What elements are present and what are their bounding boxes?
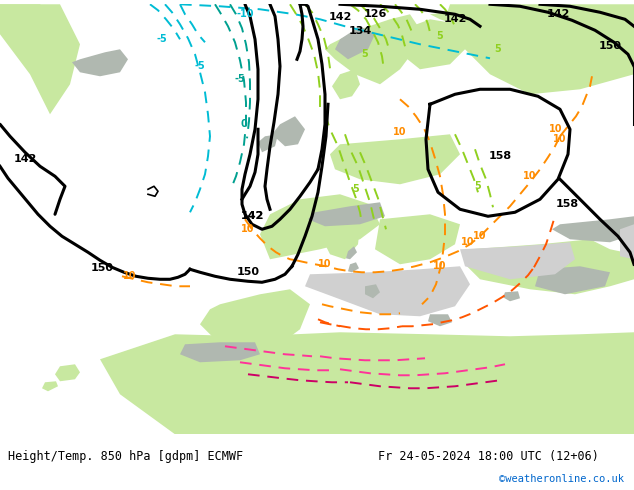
Polygon shape [260, 194, 380, 259]
Polygon shape [305, 266, 470, 316]
Polygon shape [272, 116, 305, 147]
Text: 142: 142 [443, 14, 467, 24]
Polygon shape [200, 289, 310, 349]
Polygon shape [503, 291, 520, 301]
Text: -5: -5 [195, 61, 205, 71]
Text: 126: 126 [363, 9, 387, 19]
Polygon shape [100, 332, 634, 434]
Text: 10: 10 [473, 231, 487, 241]
Text: 5: 5 [475, 181, 481, 191]
Text: 10: 10 [393, 127, 407, 137]
Polygon shape [320, 216, 360, 259]
Polygon shape [552, 216, 634, 242]
Text: 10: 10 [549, 124, 563, 134]
Polygon shape [55, 364, 80, 381]
Text: Fr 24-05-2024 18:00 UTC (12+06): Fr 24-05-2024 18:00 UTC (12+06) [378, 450, 599, 463]
Text: -5: -5 [157, 34, 167, 44]
Polygon shape [620, 224, 634, 259]
Text: 10: 10 [318, 259, 332, 270]
Polygon shape [258, 134, 278, 152]
Text: 5: 5 [495, 44, 501, 54]
Polygon shape [428, 314, 452, 326]
Text: 5: 5 [437, 31, 443, 41]
Polygon shape [332, 69, 360, 99]
Polygon shape [325, 14, 420, 84]
Text: 134: 134 [348, 26, 372, 36]
Text: 158: 158 [488, 151, 512, 161]
Polygon shape [346, 246, 357, 259]
Text: 10: 10 [242, 224, 255, 234]
Polygon shape [390, 19, 470, 69]
Polygon shape [308, 202, 385, 226]
Polygon shape [535, 266, 610, 294]
Text: ©weatheronline.co.uk: ©weatheronline.co.uk [499, 474, 624, 484]
Polygon shape [460, 242, 575, 279]
Text: 142: 142 [240, 211, 264, 221]
Text: 10: 10 [553, 134, 567, 144]
Text: 5: 5 [353, 184, 359, 194]
Polygon shape [430, 6, 530, 34]
Polygon shape [0, 4, 80, 114]
Polygon shape [465, 239, 634, 294]
Text: 10: 10 [462, 237, 475, 247]
Text: 142: 142 [13, 154, 37, 164]
Polygon shape [365, 284, 380, 298]
Text: 150: 150 [236, 267, 259, 277]
Text: 150: 150 [91, 263, 113, 273]
Text: 142: 142 [328, 12, 352, 22]
Polygon shape [42, 381, 58, 392]
Text: 10: 10 [523, 172, 537, 181]
Text: Height/Temp. 850 hPa [gdpm] ECMWF: Height/Temp. 850 hPa [gdpm] ECMWF [8, 450, 243, 463]
Text: 10: 10 [123, 271, 137, 281]
Text: 142: 142 [240, 211, 264, 221]
Polygon shape [445, 4, 634, 94]
Polygon shape [330, 134, 460, 184]
Text: -10: -10 [236, 9, 254, 19]
Text: 5: 5 [361, 49, 368, 59]
Polygon shape [72, 49, 128, 76]
Text: 150: 150 [598, 41, 621, 51]
Text: 158: 158 [555, 199, 579, 209]
Polygon shape [348, 262, 359, 272]
Polygon shape [0, 4, 55, 29]
Polygon shape [335, 26, 375, 59]
Text: 142: 142 [547, 9, 570, 19]
Text: 10: 10 [433, 261, 447, 271]
Text: 0: 0 [241, 119, 247, 129]
Polygon shape [180, 343, 260, 362]
Polygon shape [375, 214, 460, 264]
Text: -5: -5 [235, 74, 245, 84]
